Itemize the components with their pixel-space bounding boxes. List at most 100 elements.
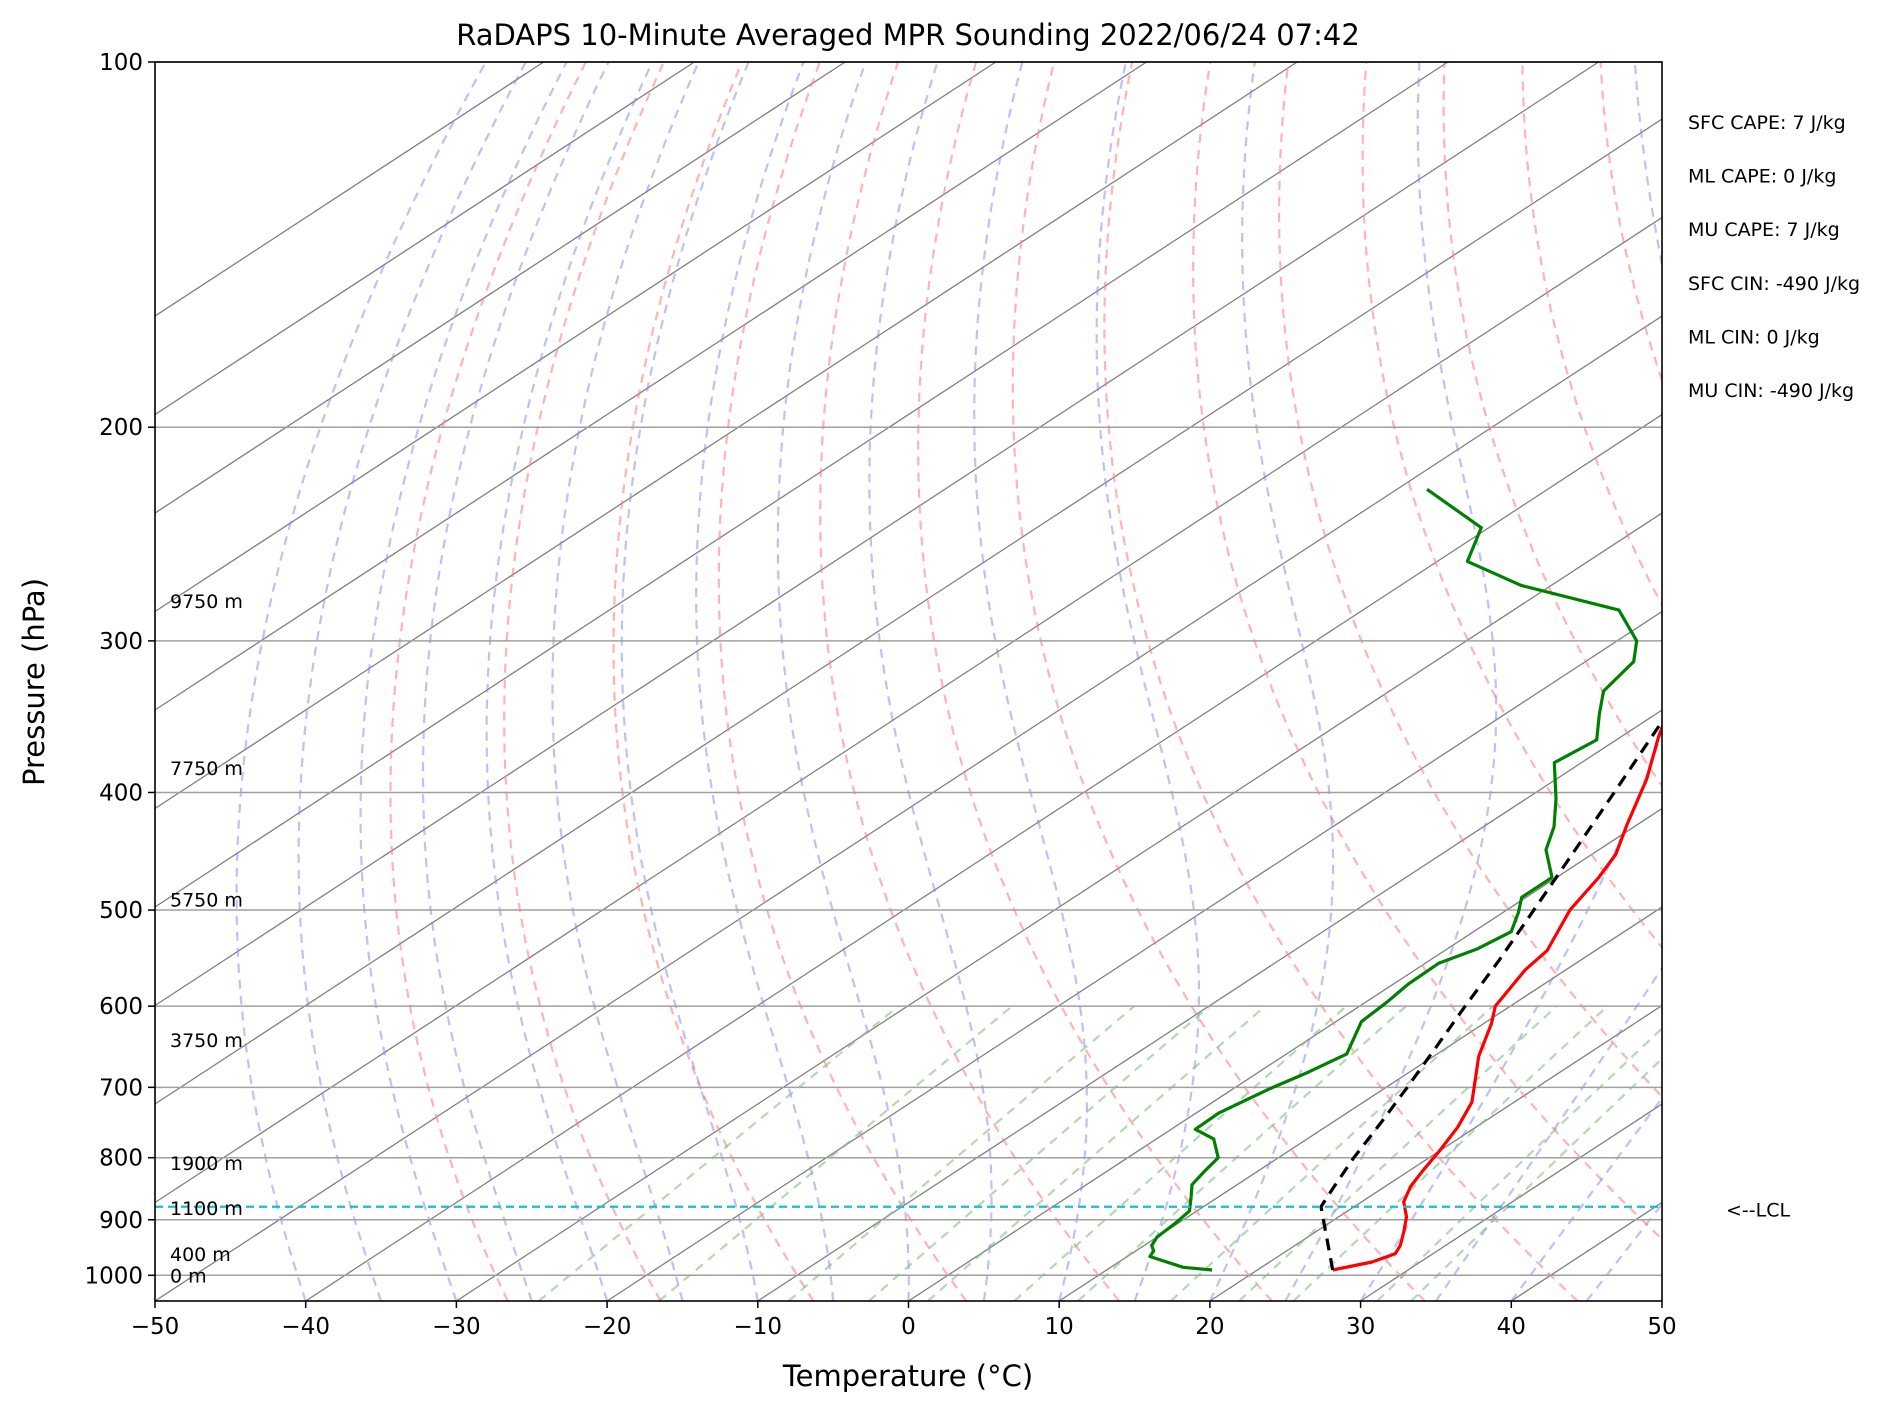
lcl-label: <--LCL [1726,1200,1790,1222]
moist-adiabat [695,62,835,1301]
isotherm [1058,906,1662,1301]
isotherm [155,216,1662,1204]
dry-adiabat [1277,62,1662,1099]
height-label: 9750 m [170,591,243,613]
isotherm [606,610,1662,1301]
isotherm [155,62,1298,810]
y-tick-label: 100 [99,50,143,76]
x-axis-ticks: −50 −40 −30 −20 −10 0 10 20 30 40 50 [131,1301,1677,1340]
dry-adiabat [917,62,1273,1301]
chart-title: RaDAPS 10-Minute Averaged MPR Sounding 2… [456,18,1360,52]
dewpoint-trace [1148,487,1639,1272]
index-text: SFC CAPE: 7 J/kg [1688,112,1846,134]
isotherm [155,62,695,416]
index-text: MU CIN: -490 J/kg [1688,380,1854,402]
y-axis-label: Pressure (hPa) [17,578,51,786]
isotherm [155,62,846,514]
height-label: 5750 m [170,889,243,911]
sounding-traces [155,487,1662,1272]
mixing-ratio-line [868,1005,1211,1301]
x-tick-label: 40 [1497,1314,1526,1340]
isotherm [155,62,1147,711]
moist-adiabat [868,62,993,1301]
dry-adiabat [1361,62,1662,949]
x-tick-label: 10 [1045,1314,1074,1340]
mixing-ratio-line [927,1005,1267,1301]
moist-adiabat [359,62,568,1301]
x-tick-label: −30 [432,1314,481,1340]
dry-adiabat [1521,62,1662,608]
moist-adiabat [485,62,654,1301]
isotherm [1209,1004,1662,1301]
mixing-ratio-line [1170,1005,1494,1301]
moist-adiabat [1435,966,1662,1301]
mixing-ratio-line [1376,1026,1662,1301]
temperature-trace [1332,723,1662,1272]
background-lines [155,62,1662,1301]
isotherm [757,709,1662,1301]
isotherm [155,315,1662,1301]
dry-adiabat [819,62,1120,1301]
height-label: 0 m [170,1265,207,1287]
mixing-ratio-line [658,1005,1013,1301]
mixing-ratio-line [537,1005,900,1301]
x-tick-label: −10 [734,1314,783,1340]
isotherm [155,62,1599,1007]
height-label: 400 m [170,1244,231,1266]
height-label: 7750 m [170,758,243,780]
y-tick-label: 900 [99,1208,143,1234]
height-label: 1900 m [170,1153,243,1175]
dry-adiabat [1442,62,1662,789]
index-text: MU CAPE: 7 J/kg [1688,219,1840,241]
mixing-ratio-line [1238,1005,1558,1301]
dry-adiabat [389,62,587,1301]
y-axis-ticks: 1000 900 800 700 600 500 400 300 200 100 [84,50,155,1289]
dry-adiabat [717,62,968,1301]
y-tick-label: 300 [99,629,143,655]
index-text: SFC CIN: -490 J/kg [1688,273,1860,295]
y-tick-label: 600 [99,994,143,1020]
isotherm [155,62,997,613]
instability-indices: SFC CAPE: 7 J/kg ML CAPE: 0 J/kg MU CAPE: … [1688,112,1860,402]
moist-adiabat [1284,62,1498,1301]
index-text: ML CAPE: 0 J/kg [1688,166,1836,188]
mixing-ratio-line [1292,1005,1609,1301]
height-label: 1100 m [170,1198,243,1220]
isotherm [908,807,1662,1301]
height-label: 3750 m [170,1030,243,1052]
y-tick-label: 400 [99,780,143,806]
moist-adiabat [620,62,759,1301]
y-tick-label: 200 [99,415,143,441]
moist-adiabat [235,62,487,1301]
x-tick-label: 30 [1346,1314,1375,1340]
y-tick-label: 800 [99,1146,143,1172]
moist-adiabat [1095,62,1201,1301]
isotherm [155,118,1662,1105]
x-tick-label: 50 [1647,1314,1676,1340]
dry-adiabat [1011,62,1426,1301]
isotherm [155,62,1449,908]
y-tick-label: 700 [99,1075,143,1101]
moist-adiabat [1208,62,1335,1301]
dry-adiabat [1103,62,1579,1301]
parcel-trace [1319,718,1662,1271]
isotherm [155,62,545,317]
moist-adiabat [551,62,700,1301]
isotherm [456,512,1662,1301]
x-tick-label: −50 [131,1314,180,1340]
x-tick-label: 20 [1195,1314,1224,1340]
index-text: ML CIN: 0 J/kg [1688,326,1820,348]
y-tick-label: 1000 [84,1263,143,1289]
x-tick-label: 0 [901,1314,916,1340]
x-tick-label: −40 [281,1314,330,1340]
x-tick-label: −20 [583,1314,632,1340]
moist-adiabat [297,62,527,1301]
mixing-ratio-line [787,1005,1136,1301]
x-axis-label: Temperature (°C) [782,1359,1033,1393]
moist-adiabat [776,62,910,1301]
isotherm [305,413,1662,1301]
moist-adiabat [421,62,610,1301]
